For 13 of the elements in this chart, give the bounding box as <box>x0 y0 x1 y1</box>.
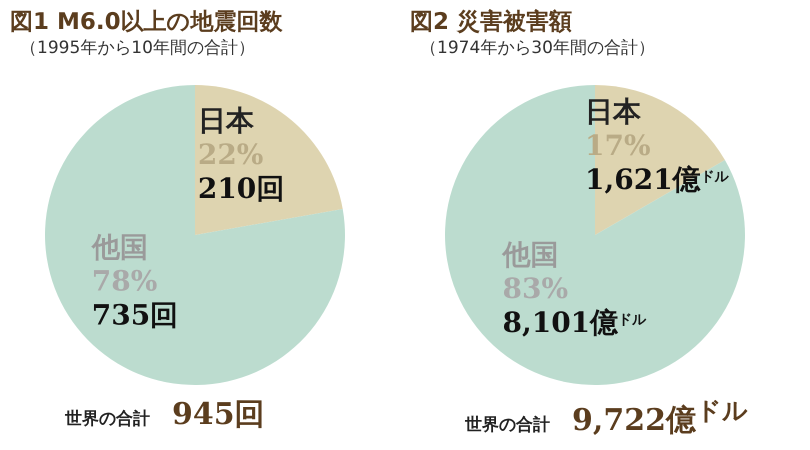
chart-title: 図2 災害被害額 <box>410 8 574 36</box>
chart-subtitle: （1995年から10年間の合計） <box>20 37 256 60</box>
chart-title: 図1 M6.0以上の地震回数 <box>10 8 284 36</box>
slice-label: 他国 <box>501 238 558 271</box>
slice-label: 日本 <box>585 95 642 128</box>
text: 世界の合計 9,722億$^{ドル}$ <box>465 396 748 438</box>
text: 世界の合計 945回 <box>65 397 265 432</box>
slice-label: 日本 <box>198 104 255 138</box>
pie-slice <box>445 85 745 385</box>
slice-label: 他国 <box>90 230 148 264</box>
pie-slice <box>45 85 345 385</box>
chart-subtitle: （1974年から30年間の合計） <box>420 37 656 60</box>
data-label: 17% 1,621億$^{ドル}$ <box>585 129 730 196</box>
